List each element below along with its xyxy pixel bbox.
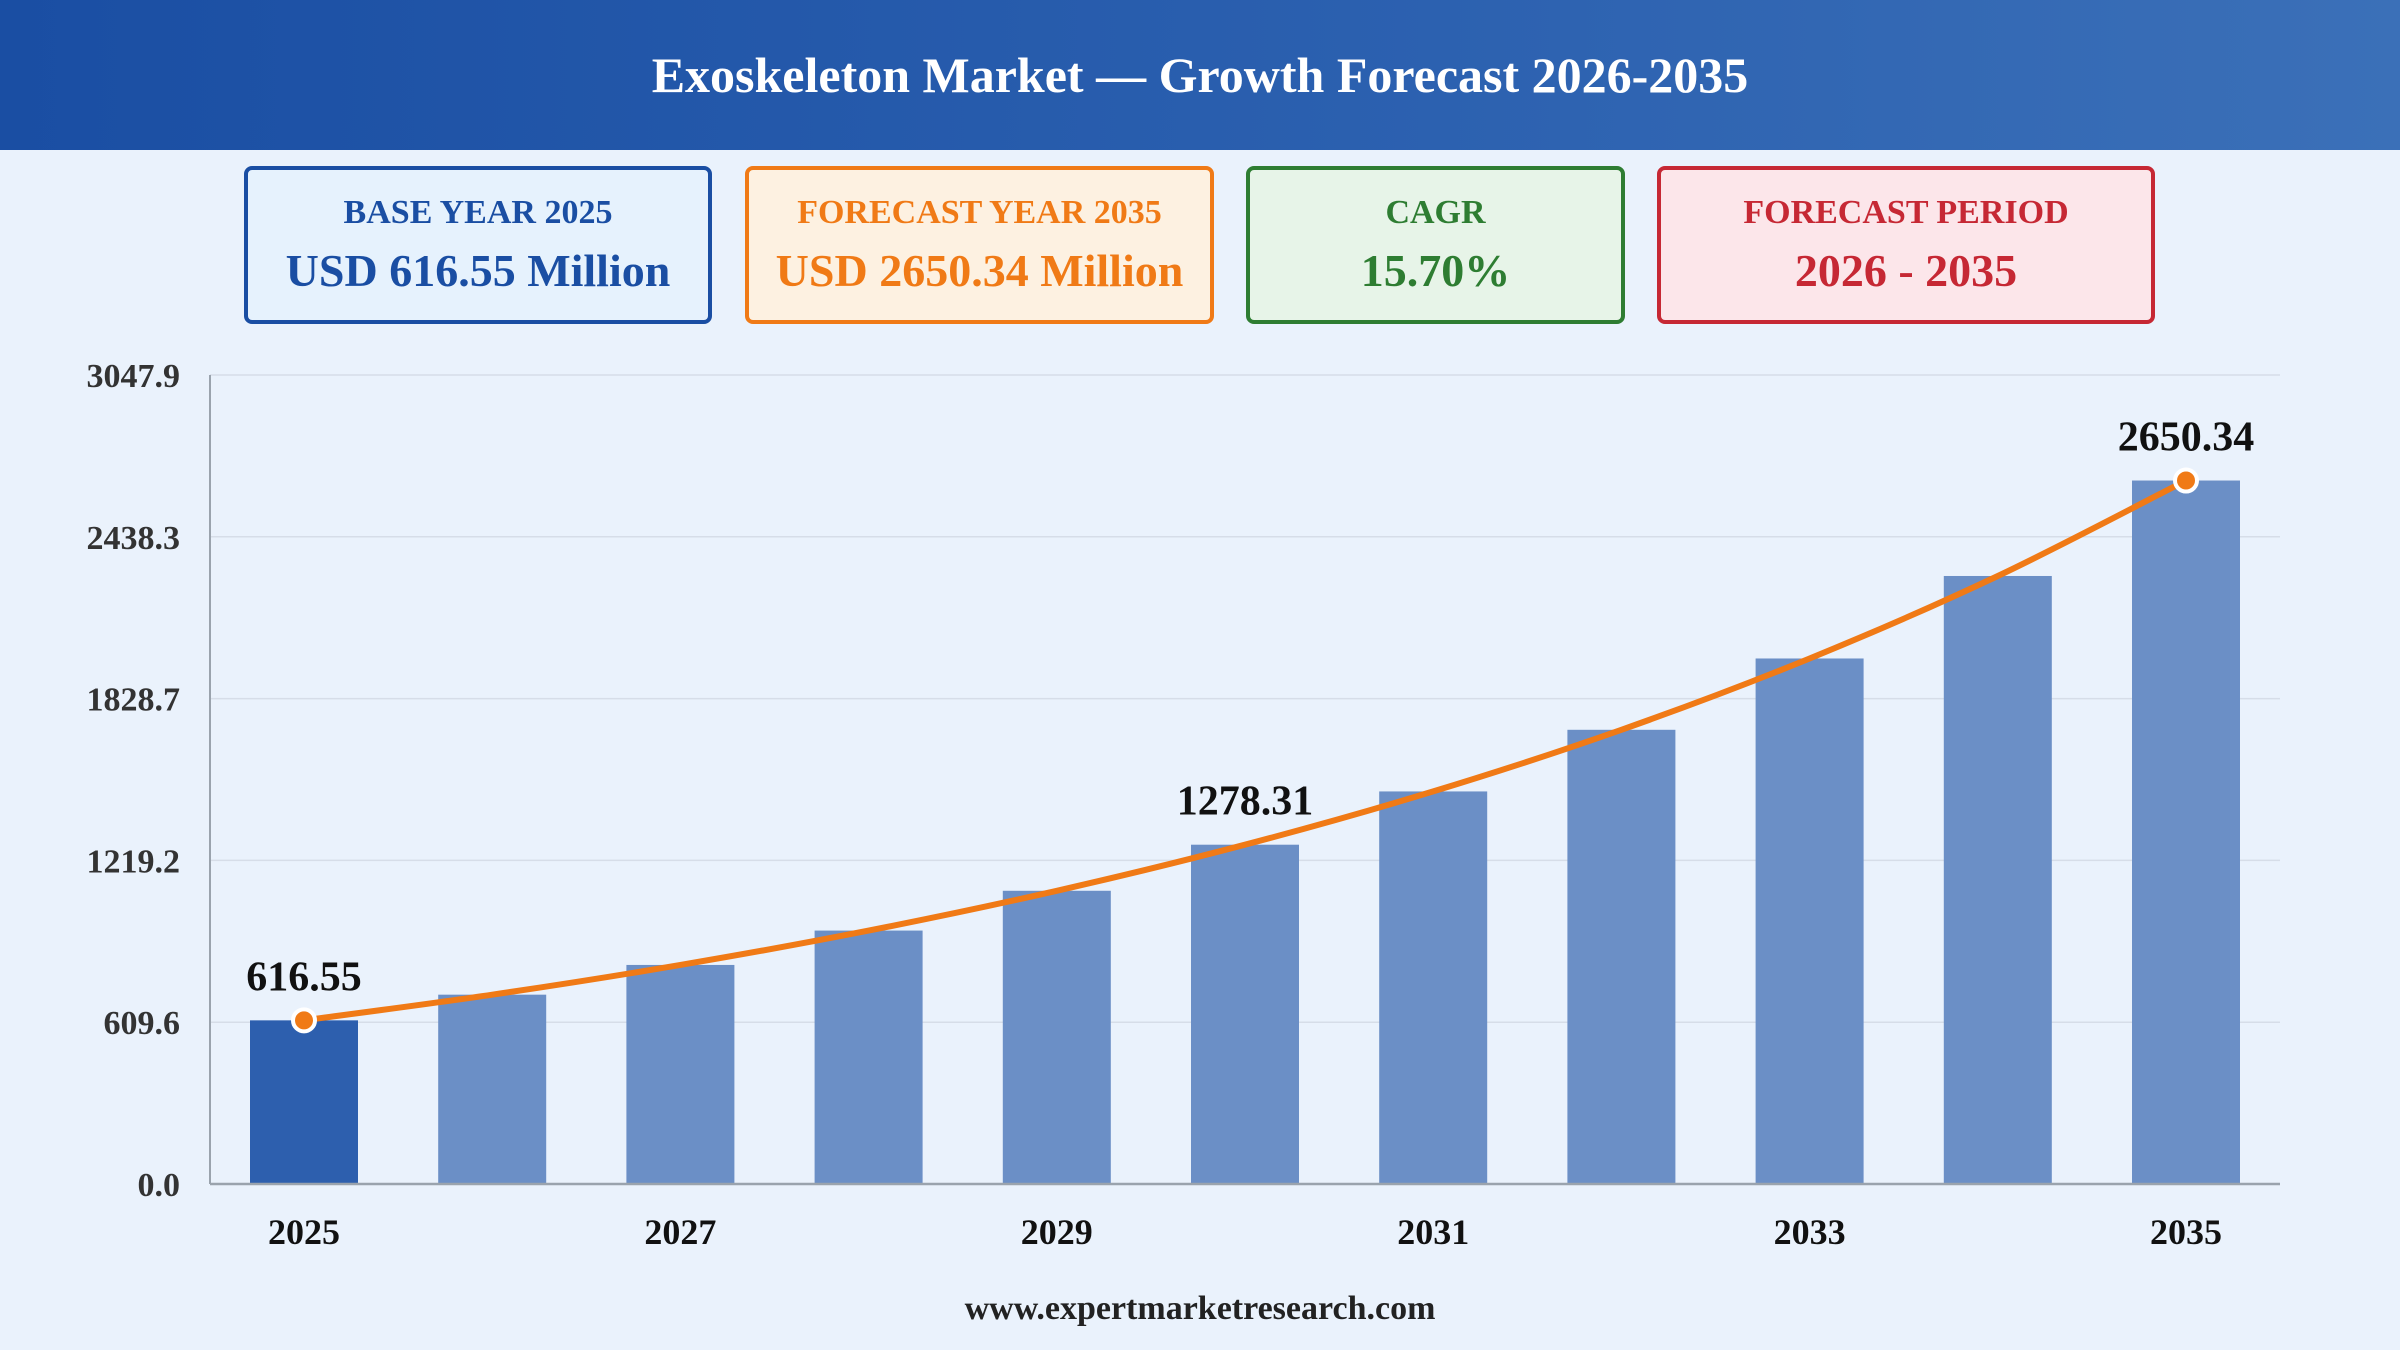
- trend-marker: [2173, 467, 2199, 494]
- bar: [626, 964, 735, 1184]
- cagr-label: CAGR: [1385, 193, 1486, 231]
- x-tick-label: 2025: [268, 1212, 340, 1252]
- y-tick-label: 3047.9: [87, 358, 181, 395]
- bar: [1943, 575, 2052, 1184]
- y-tick-label: 609.6: [104, 1005, 181, 1042]
- cagr-card: CAGR 15.70%: [1246, 166, 1625, 324]
- y-tick-label: 1828.7: [87, 682, 181, 719]
- forecast-period-card: FORECAST PERIOD 2026 - 2035: [1657, 166, 2155, 324]
- x-tick-label: 2035: [2150, 1212, 2222, 1252]
- forecast-period-value: 2026 - 2035: [1794, 244, 2018, 296]
- forecast-year-card: FORECAST YEAR 2035 USD 2650.34 Million: [745, 166, 1214, 324]
- base-year-card: BASE YEAR 2025 USD 616.55 Million: [244, 166, 712, 324]
- forecast-year-value: USD 2650.34 Million: [775, 244, 1184, 296]
- bar: [814, 930, 923, 1184]
- bar: [1191, 844, 1299, 1184]
- cagr-value: 15.70%: [1360, 244, 1511, 296]
- page-title: Exoskeleton Market — Growth Forecast 202…: [651, 47, 1749, 103]
- x-tick-label: 2027: [644, 1212, 716, 1252]
- bar: [438, 994, 547, 1184]
- bar: [2132, 480, 2240, 1184]
- y-tick-label: 2438.3: [87, 520, 181, 557]
- trend-marker: [291, 1007, 317, 1034]
- trend-line: [301, 477, 2189, 1024]
- y-tick-label: 1219.2: [87, 843, 181, 880]
- data-label: 616.55: [246, 954, 362, 1000]
- bar: [1567, 729, 1676, 1184]
- source-url: www.expertmarketresearch.com: [964, 1290, 1436, 1327]
- bar: [250, 1020, 358, 1184]
- y-tick-label: 0.0: [138, 1167, 181, 1204]
- bar: [1755, 658, 1864, 1184]
- data-label: 2650.34: [2118, 415, 2255, 461]
- bar: [1379, 791, 1488, 1184]
- base-year-value: USD 616.55 Million: [285, 244, 671, 296]
- header-banner: Exoskeleton Market — Growth Forecast 202…: [0, 0, 2400, 150]
- x-tick-label: 2031: [1397, 1212, 1469, 1252]
- forecast-year-label: FORECAST YEAR 2035: [797, 193, 1162, 231]
- base-year-label: BASE YEAR 2025: [343, 193, 613, 231]
- forecast-period-label: FORECAST PERIOD: [1743, 193, 2069, 231]
- x-tick-label: 2033: [1774, 1212, 1846, 1252]
- data-label: 1278.31: [1177, 779, 1314, 825]
- bar: [1002, 890, 1111, 1184]
- x-tick-label: 2029: [1021, 1212, 1093, 1252]
